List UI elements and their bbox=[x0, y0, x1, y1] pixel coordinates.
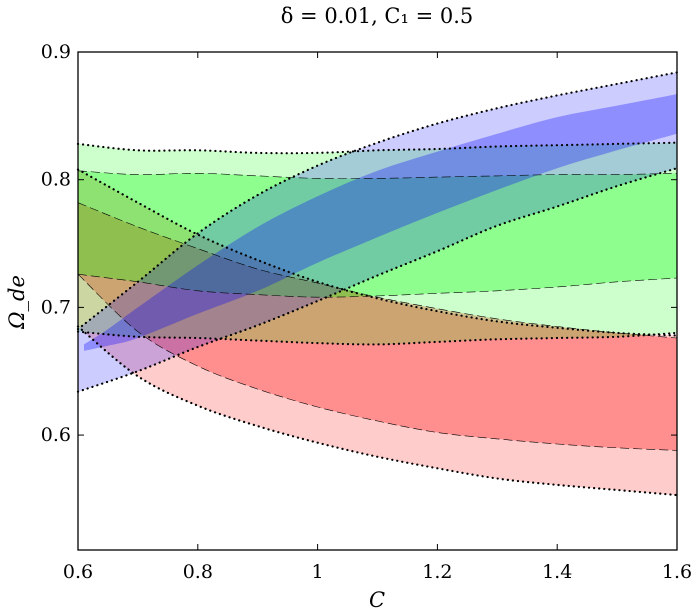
x-tick-label: 0.6 bbox=[63, 561, 93, 583]
red-outer-lower-line bbox=[76, 325, 679, 497]
red-outer-band bbox=[78, 169, 677, 496]
y-tick-label: 0.7 bbox=[41, 296, 71, 318]
x-axis-title: C bbox=[369, 588, 385, 611]
x-tick-label: 1.4 bbox=[542, 561, 572, 583]
bands-layer bbox=[76, 71, 679, 497]
ticks-layer: 0.6 0.8 1 1.2 1.4 1.6 0.6 0.7 0.8 0.9 bbox=[41, 41, 692, 583]
y-tick-label: 0.9 bbox=[41, 41, 71, 63]
red-inner-lower-line bbox=[77, 273, 678, 451]
green-outer-band bbox=[78, 142, 677, 345]
blue-outer-lower-line bbox=[76, 167, 679, 393]
green-inner-lower-line bbox=[77, 273, 678, 298]
red-outer-upper-line bbox=[76, 168, 679, 337]
y-tick-label: 0.8 bbox=[41, 169, 71, 191]
x-tick-label: 1.2 bbox=[422, 561, 452, 583]
blue-inner-band bbox=[84, 94, 677, 351]
green-outer-upper-line bbox=[76, 141, 679, 155]
red-inner-band bbox=[78, 202, 677, 451]
blue-outer-band bbox=[78, 72, 677, 392]
green-outer-lower-line bbox=[76, 330, 679, 346]
plot-frame bbox=[77, 51, 678, 551]
chart-title: δ = 0.01, C₁ = 0.5 bbox=[281, 4, 474, 28]
x-tick-label: 1.6 bbox=[662, 561, 692, 583]
green-inner-upper-line bbox=[77, 170, 678, 179]
green-inner-band bbox=[78, 170, 677, 298]
x-tick-label: 1 bbox=[312, 561, 324, 583]
y-tick-label: 0.6 bbox=[41, 424, 71, 446]
x-tick-label: 0.8 bbox=[183, 561, 213, 583]
y-axis-title: Ω_de bbox=[5, 275, 29, 330]
